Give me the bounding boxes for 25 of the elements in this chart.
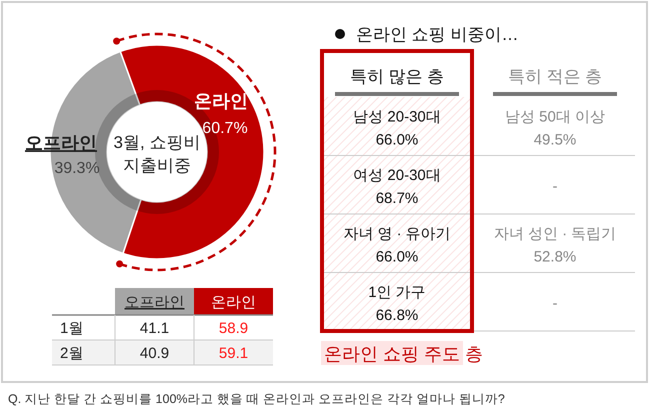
data-label: 59.1	[218, 345, 248, 362]
text: Q. 지난 한달 간 쇼핑비를 100%라고 했을 때 온라인과 오프라인은 각각 얼마나 됩니까?	[8, 392, 505, 406]
category-label: 특히 많은 층	[350, 67, 444, 86]
category-label: 특히 적은 층	[508, 67, 602, 86]
data-label: 58.9	[218, 320, 248, 337]
text: 남성 20-30대 66.0%	[353, 108, 441, 148]
category-label: 2월	[60, 345, 84, 362]
data-label: 39.3%	[54, 160, 100, 178]
category-label: 1월	[60, 320, 84, 337]
data-label: 60.7%	[202, 120, 248, 137]
text: 3월, 쇼핑비 지출비중	[114, 133, 200, 175]
data-label: 40.9	[140, 345, 170, 362]
text: 자녀 영 · 유아기 66.0%	[343, 225, 451, 266]
text: -	[552, 178, 558, 195]
text: 1인 가구 66.8%	[368, 284, 426, 324]
series-label: 오프라인	[124, 294, 184, 311]
text: 온라인 쇼핑 비중이…	[356, 25, 518, 44]
text: 자녀 성인 · 독립기 52.8%	[494, 225, 616, 266]
text: 온라인	[211, 294, 256, 311]
text: 남성 50대 이상 49.5%	[504, 108, 606, 148]
slice-label: 온라인	[194, 90, 248, 111]
text: -	[552, 294, 558, 312]
text: 온라인 쇼핑 주도 층	[324, 344, 484, 364]
text: 여성 20-30대 68.7%	[353, 166, 441, 207]
data-label: 41.1	[140, 320, 170, 337]
